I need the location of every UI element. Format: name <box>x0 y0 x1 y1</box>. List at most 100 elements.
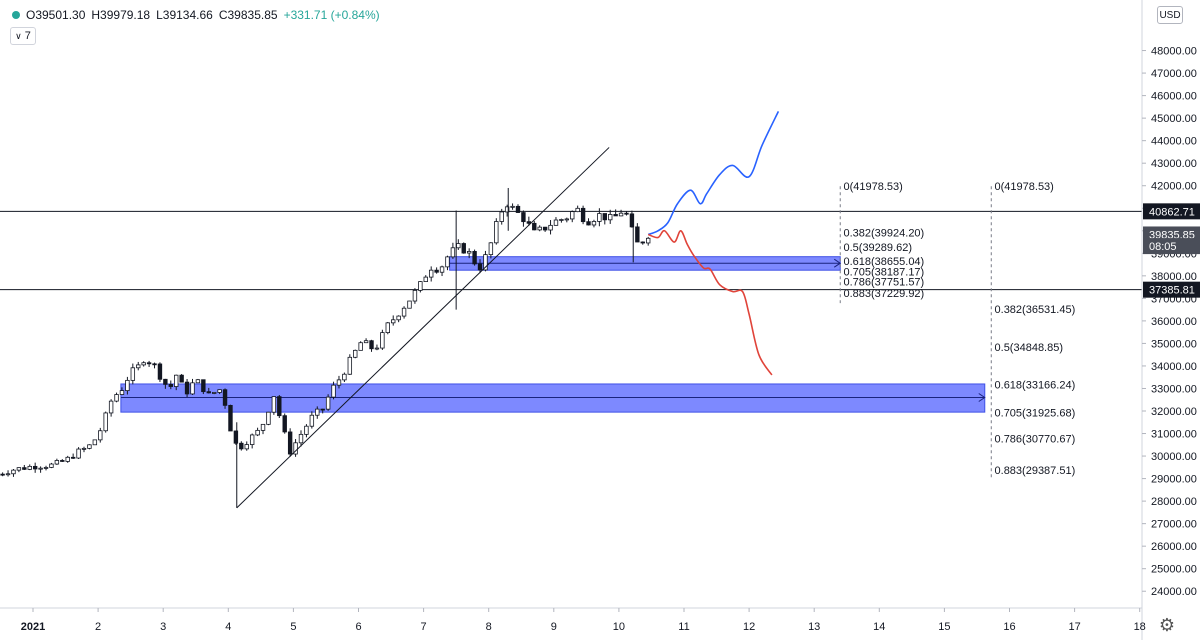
y-tick-label: 43000.00 <box>1151 158 1197 170</box>
candle-body <box>353 349 358 358</box>
candle-body <box>510 205 515 208</box>
candle-body <box>428 269 434 278</box>
candle-body <box>54 460 60 465</box>
candle-body <box>418 281 423 291</box>
ohlc-change: +331.71 (+0.84%) <box>283 8 380 22</box>
currency-button[interactable]: USD <box>1157 6 1183 24</box>
chevron-down-icon: ∨ <box>15 30 22 41</box>
x-tick-label: 4 <box>225 621 231 633</box>
y-tick-label: 26000.00 <box>1151 541 1197 553</box>
candle-body <box>136 364 141 369</box>
x-tick-label: 2 <box>95 621 101 633</box>
indicator-count: 7 <box>24 30 31 42</box>
status-dot-icon <box>12 11 20 19</box>
candle-body <box>374 347 380 350</box>
fib-level-label: 0.883(29387.51) <box>995 465 1076 477</box>
demand-zones <box>120 256 986 413</box>
x-tick-label: 5 <box>290 621 296 633</box>
y-tick-label: 36000.00 <box>1151 316 1197 328</box>
candle-body <box>472 251 477 265</box>
candle-body <box>163 378 168 385</box>
candle-body <box>49 463 54 468</box>
candle-body <box>580 207 586 223</box>
fib-level-label: 0.618(38655.04) <box>843 256 924 268</box>
projection-bearish <box>647 229 773 376</box>
candle-body <box>331 384 336 398</box>
candle-body <box>532 222 537 231</box>
price-label-bg <box>1143 203 1200 220</box>
candle-body <box>423 276 428 282</box>
ohlc-high: H39979.18 <box>91 8 151 22</box>
fib-level-label: 0.382(36531.45) <box>995 304 1076 316</box>
candle-body <box>11 469 16 475</box>
y-tick-label: 29000.00 <box>1151 474 1197 486</box>
candle-body <box>271 396 277 413</box>
candle-body <box>87 444 92 449</box>
candle-body <box>548 224 553 231</box>
x-tick-label: 18 <box>1134 621 1146 633</box>
x-tick-label: 17 <box>1068 621 1080 633</box>
horizontal-lines <box>0 210 1142 291</box>
candle-body <box>483 254 488 271</box>
price-label-text: 08:05 <box>1149 241 1177 253</box>
candle-body <box>553 219 559 226</box>
y-tick-label: 44000.00 <box>1151 136 1197 148</box>
candle-body <box>537 226 542 231</box>
candle-body <box>608 214 613 221</box>
candle-body <box>466 251 472 254</box>
x-tick-label: 13 <box>808 621 820 633</box>
fib-level-label: 0.5(39289.62) <box>843 242 912 254</box>
candle-body <box>412 290 418 302</box>
candle-body <box>282 415 287 433</box>
candle-body <box>369 340 374 350</box>
y-tick-label: 24000.00 <box>1151 586 1197 598</box>
ohlc-close: C39835.85 <box>218 8 278 22</box>
candle-body <box>342 373 347 381</box>
zone-arrow-icon <box>978 393 986 402</box>
x-tick-label: 7 <box>421 621 427 633</box>
candle-body <box>43 467 49 469</box>
candle-body <box>564 218 570 221</box>
candle-body <box>401 307 407 317</box>
fib-level-label: 0.705(38187.17) <box>843 267 924 279</box>
fibonacci-retracements: 0(41978.53) 0.382(39924.20) 0.5(39289.62) 0… <box>839 181 1076 480</box>
y-tick-label: 48000.00 <box>1151 46 1197 58</box>
candle-body <box>407 300 412 309</box>
candle-body <box>439 266 445 273</box>
candle-body <box>211 392 217 394</box>
x-tick-label: 16 <box>1003 621 1015 633</box>
candle-body <box>179 374 184 383</box>
candle-body <box>287 431 293 455</box>
x-tick-label: 10 <box>613 621 625 633</box>
candlestick-series <box>0 187 651 508</box>
x-tick-label: 14 <box>873 621 885 633</box>
candle-body <box>249 434 255 445</box>
candle-body <box>515 205 521 213</box>
candle-body <box>336 379 342 386</box>
x-tick-label: 11 <box>678 621 689 633</box>
y-tick-label: 31000.00 <box>1151 429 1197 441</box>
settings-gear-icon[interactable]: ⚙ <box>1158 614 1176 635</box>
support-trendline <box>236 147 610 509</box>
candle-body <box>32 465 38 470</box>
candle-body <box>206 391 211 394</box>
candle-body <box>76 448 81 459</box>
candle-body <box>445 256 450 268</box>
y-tick-label: 47000.00 <box>1151 68 1197 80</box>
indicator-toggle-button[interactable]: ∨ 7 <box>10 27 36 45</box>
candle-body <box>494 221 499 244</box>
candle-body <box>108 400 114 414</box>
candle-body <box>125 379 130 392</box>
candle-body <box>22 467 27 470</box>
candle-body <box>391 319 396 324</box>
candle-body <box>152 363 157 366</box>
candle-body <box>239 442 244 450</box>
price-label-text: 40862.71 <box>1149 206 1195 218</box>
trendline <box>236 147 610 509</box>
ohlc-open: O39501.30 <box>26 8 86 22</box>
x-tick-label: 15 <box>938 621 950 633</box>
candle-body <box>434 269 439 273</box>
candle-body <box>304 425 309 435</box>
